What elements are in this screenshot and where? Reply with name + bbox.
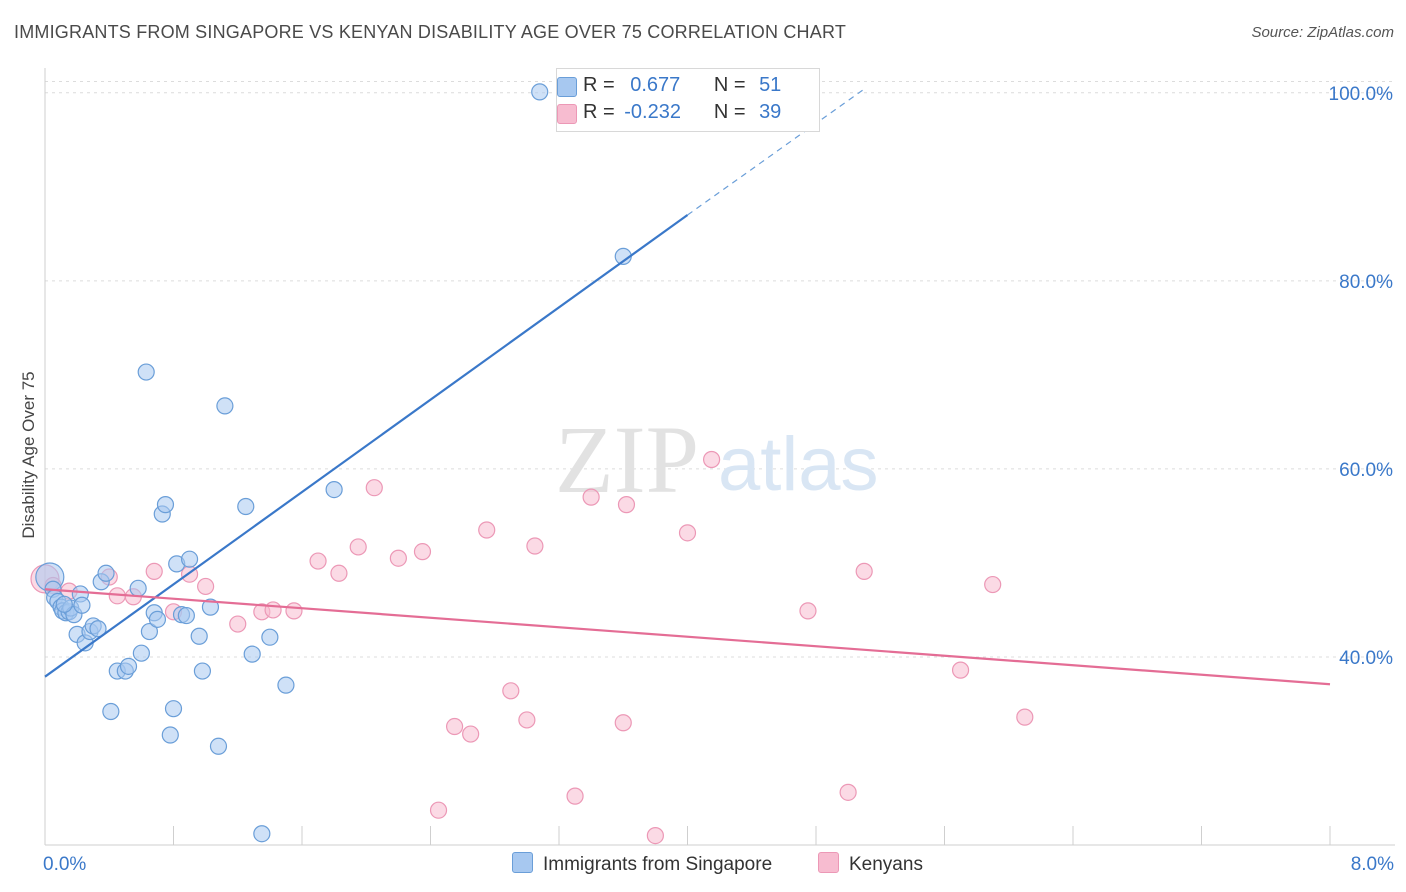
chart-title: IMMIGRANTS FROM SINGAPORE VS KENYAN DISA…	[14, 22, 847, 42]
watermark-atlas: atlas	[718, 422, 879, 507]
trend-lines	[44, 88, 1331, 686]
point	[678, 524, 697, 542]
watermark-zip: ZIP	[555, 406, 699, 513]
point	[855, 562, 873, 580]
point	[156, 496, 175, 514]
point	[161, 726, 179, 744]
point	[180, 550, 199, 568]
point	[253, 825, 271, 843]
point	[566, 787, 584, 805]
point	[137, 363, 155, 381]
point	[89, 620, 107, 638]
data-points	[30, 83, 1034, 845]
x-tick-label: 0.0%	[43, 854, 86, 875]
point	[237, 497, 255, 516]
r-label: R =	[583, 74, 615, 96]
point	[582, 488, 600, 506]
bottom-legend-singapore: Immigrants from Singapore	[512, 852, 772, 878]
point	[55, 595, 73, 613]
bottom-legend-label-kenyans: Kenyans	[849, 854, 923, 875]
point	[197, 577, 215, 596]
x-tick-label: 8.0%	[1351, 854, 1394, 875]
point	[365, 479, 383, 497]
r-value: 0.677	[630, 74, 681, 96]
point	[330, 564, 348, 582]
point	[177, 606, 195, 625]
n-label: N =	[713, 74, 746, 96]
point	[702, 450, 721, 469]
point	[285, 602, 303, 620]
legend-row-singapore: R = 0.677 N = 51	[557, 74, 782, 100]
point	[264, 601, 282, 619]
point	[429, 801, 448, 819]
point	[277, 676, 295, 694]
point	[73, 596, 91, 614]
legend-row-kenyans: R = -0.232 N = 39	[557, 101, 782, 127]
tick-labels: 40.0% 60.0% 80.0% 100.0% 0.0% 8.0%	[43, 84, 1394, 875]
point	[839, 783, 857, 801]
point	[201, 598, 220, 616]
point	[325, 480, 343, 499]
legend-swatch-singapore	[557, 77, 577, 97]
bottom-legend-kenyans: Kenyans	[818, 852, 923, 878]
point	[145, 562, 163, 580]
correlation-legend: R = 0.677 N = 51 R = -0.232 N = 39	[556, 68, 820, 132]
point	[261, 628, 279, 646]
point	[445, 717, 464, 736]
point	[526, 537, 544, 555]
legend-swatch-kenyans	[557, 104, 577, 124]
point	[951, 661, 970, 679]
point	[97, 564, 115, 582]
point	[102, 702, 120, 721]
y-tick-label: 60.0%	[1339, 460, 1393, 481]
n-value: 39	[759, 101, 782, 123]
point	[984, 575, 1002, 594]
point	[243, 645, 261, 663]
point	[216, 397, 234, 415]
point	[140, 622, 159, 641]
watermark: ZIP atlas	[555, 406, 879, 513]
point	[614, 714, 632, 732]
trend-line-extension	[687, 88, 865, 216]
y-tick-label: 80.0%	[1339, 272, 1393, 293]
n-value: 51	[759, 74, 782, 96]
point	[462, 725, 480, 743]
point	[502, 682, 520, 700]
bottom-legend-swatch-singapore	[512, 852, 533, 873]
bottom-legend-swatch-kenyans	[818, 852, 839, 873]
trend-line	[44, 588, 1331, 686]
point	[349, 538, 367, 556]
axes	[44, 68, 1395, 846]
point	[148, 610, 167, 628]
point	[190, 627, 208, 645]
point	[309, 552, 327, 570]
point	[389, 549, 407, 567]
point	[413, 543, 432, 561]
point	[129, 579, 147, 597]
point	[119, 657, 138, 675]
point	[229, 615, 247, 633]
y-tick-label: 40.0%	[1339, 648, 1393, 669]
point	[799, 602, 817, 620]
trend-line	[44, 214, 689, 678]
point	[132, 644, 150, 662]
r-label: R =	[583, 101, 615, 123]
source-label: Source: ZipAtlas.com	[1251, 24, 1394, 41]
y-tick-label: 100.0%	[1329, 84, 1394, 105]
point	[193, 662, 212, 680]
n-label: N =	[713, 101, 746, 123]
point	[164, 700, 183, 718]
gridlines	[45, 81, 1395, 658]
point	[518, 711, 536, 729]
point	[646, 826, 664, 845]
point	[1016, 708, 1034, 726]
point	[478, 521, 496, 539]
point	[209, 737, 228, 755]
y-axis-label: Disability Age Over 75	[19, 371, 38, 538]
point	[531, 83, 549, 101]
r-value: -0.232	[624, 101, 681, 123]
bottom-legend-label-singapore: Immigrants from Singapore	[543, 854, 773, 875]
point	[617, 496, 636, 514]
